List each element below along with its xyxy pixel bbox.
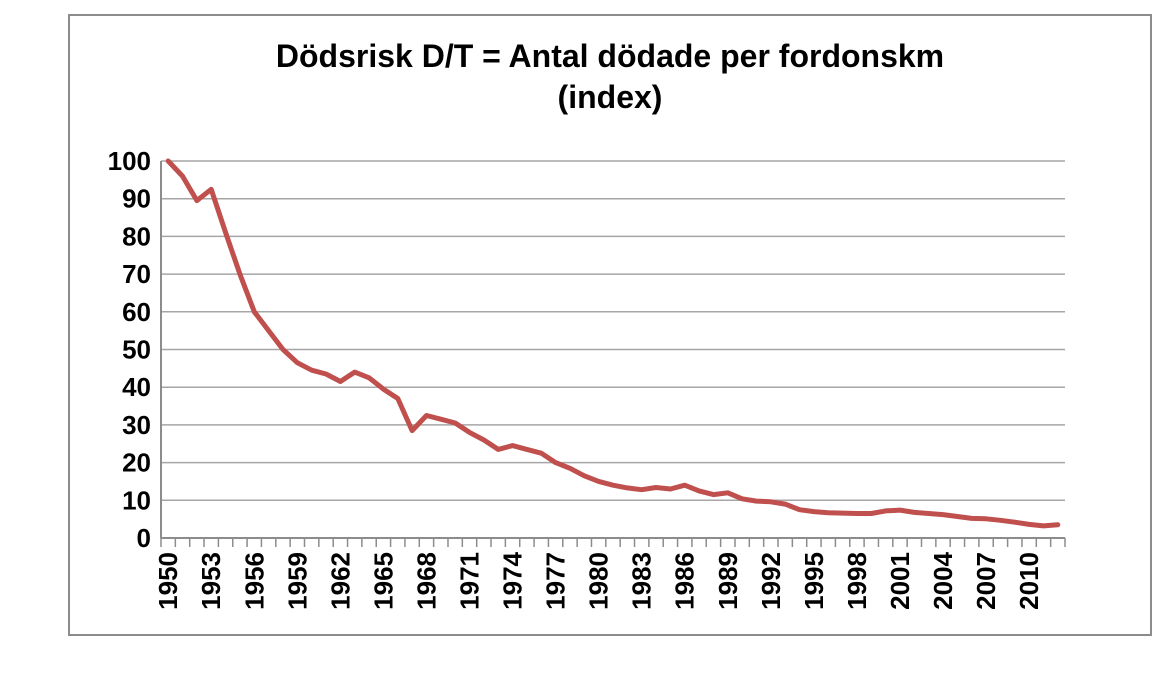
y-tick-label-80: 80 [122, 221, 151, 251]
y-tick-label-70: 70 [122, 259, 151, 289]
x-tick-label-2004: 2004 [928, 551, 958, 609]
chart-title-line1: Dödsrisk D/T = Antal dödade per fordonsk… [275, 38, 945, 74]
x-tick-label-1974: 1974 [498, 551, 528, 609]
y-tick-label-20: 20 [122, 448, 151, 478]
x-tick-label-1998: 1998 [842, 552, 872, 610]
y-tick-label-100: 100 [108, 146, 151, 176]
chart-frame: 0 10 20 30 40 50 60 70 80 90 100 1950 1953 1956 1959 19… [68, 14, 1152, 636]
x-tick-label-1995: 1995 [799, 552, 829, 610]
x-tick-label-1989: 1989 [713, 552, 743, 610]
x-tick-label-1977: 1977 [541, 552, 571, 610]
chart-title: Dödsrisk D/T = Antal dödade per fordonsk… [70, 36, 1150, 118]
y-tick-label-50: 50 [122, 335, 151, 365]
y-tick-label-90: 90 [122, 184, 151, 214]
x-tick-label-1992: 1992 [756, 552, 786, 610]
y-tick-label-0: 0 [137, 523, 151, 553]
x-tick-label-1953: 1953 [196, 552, 226, 610]
x-tick-label-2001: 2001 [885, 552, 915, 610]
y-tick-label-40: 40 [122, 372, 151, 402]
chart-title-line2: (index) [557, 79, 663, 115]
x-tick-label-2010: 2010 [1014, 552, 1044, 610]
plot-area: 0 10 20 30 40 50 60 70 80 90 100 1950 1953 1956 1959 19… [108, 146, 1066, 610]
x-tick-label-1959: 1959 [282, 552, 312, 610]
x-tick-label-1971: 1971 [455, 552, 485, 610]
x-tick-label-1956: 1956 [239, 552, 269, 610]
y-tick-label-30: 30 [122, 410, 151, 440]
y-tick-label-10: 10 [122, 485, 151, 515]
data-line-dodsrisk [165, 158, 1061, 529]
x-tick-label-1962: 1962 [325, 552, 355, 610]
x-tick-label-1986: 1986 [670, 552, 700, 610]
x-tick-label-1983: 1983 [627, 552, 657, 610]
x-tick-label-1968: 1968 [411, 552, 441, 610]
x-tick-label-2007: 2007 [971, 552, 1001, 610]
x-tick-label-1950: 1950 [153, 552, 183, 610]
x-tick-label-1965: 1965 [368, 552, 398, 610]
x-tick-label-1980: 1980 [584, 552, 614, 610]
y-tick-label-60: 60 [122, 297, 151, 327]
